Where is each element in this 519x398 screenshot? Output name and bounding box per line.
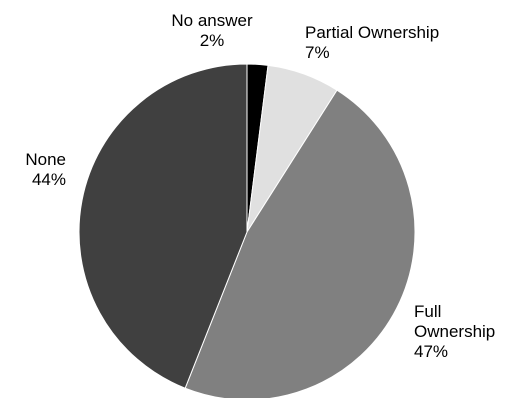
slice-value-no-answer: 2%: [200, 31, 225, 50]
slice-value-none: 44%: [32, 170, 66, 189]
slice-label-full-ownership: Full Ownership 47%: [414, 302, 495, 361]
slice-label-partial-ownership: Partial Ownership 7%: [305, 23, 439, 62]
slice-value-partial-ownership: 7%: [305, 43, 330, 62]
slice-label-line: None: [25, 150, 66, 169]
pie-labels: No answer 2% Partial Ownership 7% Full Owners…: [25, 11, 495, 361]
pie-slice-full-ownership: [184, 89, 416, 398]
slice-value-full-ownership: 47%: [414, 342, 448, 361]
slice-label-line: Ownership: [414, 322, 495, 341]
slice-label-line: No answer: [171, 11, 253, 30]
slice-label-line: Full: [414, 302, 441, 321]
slice-label-no-answer: No answer 2%: [171, 11, 253, 50]
pie-slices: [78, 63, 416, 398]
slice-label-line: Partial Ownership: [305, 23, 439, 42]
pie-slice-none: [78, 63, 248, 389]
slice-label-none: None 44%: [25, 150, 66, 189]
